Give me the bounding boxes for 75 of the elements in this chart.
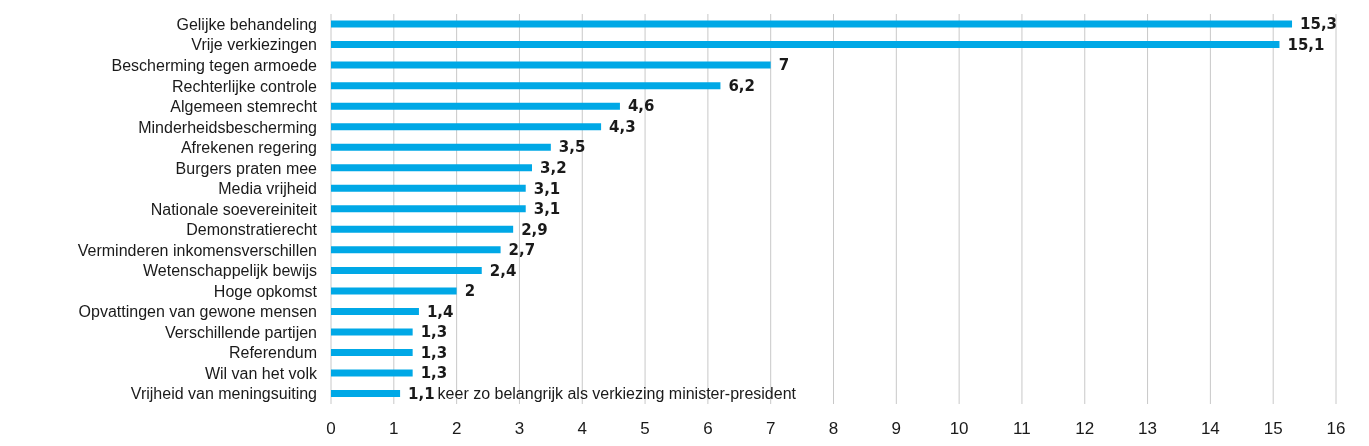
bar — [331, 102, 620, 110]
bar — [331, 307, 419, 315]
x-tick-label: 7 — [765, 419, 776, 439]
bar — [331, 123, 602, 131]
data-label: 7 — [778, 56, 790, 75]
bar — [331, 225, 514, 233]
bar — [331, 20, 1293, 28]
data-label: 1,3 — [420, 364, 448, 383]
x-tick-label: 12 — [1075, 419, 1095, 439]
y-tick-label: Media vrijheid — [218, 180, 317, 198]
bar — [331, 348, 413, 356]
x-tick-label: 11 — [1013, 419, 1031, 439]
x-tick-label: 0 — [326, 419, 336, 439]
data-label: 1,3 — [420, 343, 448, 362]
y-tick-label: Minderheidsbescherming — [138, 118, 317, 136]
y-tick-label: Bescherming tegen armoede — [111, 57, 318, 74]
data-label: 2,4 — [489, 261, 517, 280]
data-label: 3,1 — [533, 200, 561, 219]
x-tick-label: 15 — [1263, 419, 1283, 439]
y-tick-label: Verminderen inkomensverschillen — [77, 241, 317, 259]
x-tick-label: 5 — [640, 419, 650, 439]
bar — [331, 184, 526, 192]
y-tick-label: Vrijheid van meningsuiting — [130, 385, 317, 403]
x-tick-label: 3 — [514, 419, 525, 439]
x-tick-label: 13 — [1138, 419, 1158, 439]
data-label: 1,4 — [426, 302, 454, 321]
x-tick-label: 1 — [389, 419, 399, 439]
y-tick-label: Nationale soevereiniteit — [150, 200, 318, 218]
y-tick-label: Demonstratierecht — [186, 221, 318, 239]
data-label: 4,3 — [609, 117, 636, 136]
x-tick-label: 14 — [1200, 419, 1220, 439]
bar — [331, 266, 482, 274]
x-tick-label: 16 — [1326, 419, 1346, 439]
x-tick-label: 4 — [577, 419, 587, 439]
bar — [331, 287, 457, 295]
x-tick-label: 6 — [703, 419, 713, 439]
bar — [331, 164, 532, 172]
y-tick-label: Wetenschappelijk bewijs — [142, 262, 317, 280]
bar — [331, 369, 413, 377]
data-label: 1,3 — [420, 323, 448, 342]
y-tick-label: Opvattingen van gewone mensen — [78, 303, 317, 321]
y-tick-label: Vrije verkiezingen — [191, 36, 317, 54]
y-tick-label: Burgers praten mee — [175, 159, 318, 177]
bar — [331, 390, 401, 398]
data-label: 3,5 — [558, 138, 586, 157]
bar — [331, 41, 1280, 49]
y-tick-label: Rechterlijke controle — [172, 77, 318, 95]
data-label: 6,2 — [728, 76, 756, 95]
data-label: 15,3 — [1300, 15, 1338, 34]
y-tick-label: Gelijke behandeling — [176, 15, 317, 33]
data-label: 2,9 — [521, 220, 548, 239]
bar — [331, 205, 526, 213]
bar — [331, 328, 413, 336]
bar — [331, 82, 721, 90]
data-label: 3,2 — [540, 159, 567, 177]
data-label: 1,1 — [408, 384, 435, 403]
data-label: 15,1 — [1287, 35, 1325, 54]
y-tick-label: Hoge opkomst — [213, 282, 318, 300]
bar — [331, 246, 501, 254]
data-label: 3,1 — [533, 179, 561, 198]
data-label: 2,7 — [508, 241, 536, 260]
x-tick-label: 2 — [451, 419, 462, 439]
bar — [331, 61, 771, 69]
y-tick-label: Algemeen stemrecht — [170, 98, 318, 116]
x-tick-label: 9 — [891, 419, 902, 439]
bar — [331, 143, 551, 151]
x-tick-label: 10 — [949, 419, 969, 439]
y-tick-label: Referendum — [228, 344, 317, 362]
data-label: 2 — [464, 282, 476, 301]
y-tick-label: Afrekenen regering — [180, 139, 317, 157]
data-label: 4,6 — [627, 97, 655, 116]
y-tick-label: Verschillende partijen — [164, 323, 317, 341]
annotation: keer zo belangrijk als verkiezing minister-president — [437, 385, 797, 403]
y-tick-label: Wil van het volk — [204, 364, 318, 382]
x-tick-label: 8 — [828, 419, 839, 439]
